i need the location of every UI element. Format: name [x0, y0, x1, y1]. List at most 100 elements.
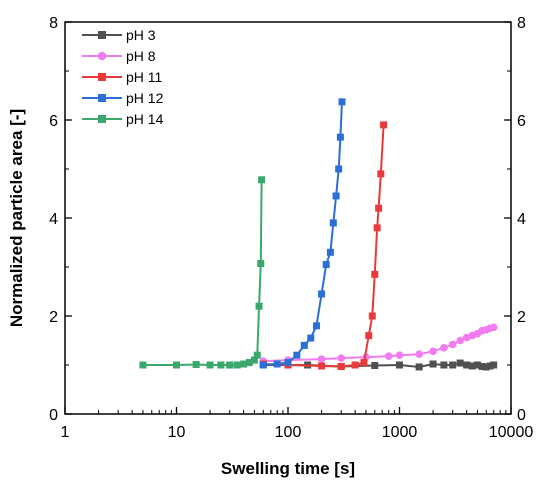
- legend-label-ph-8: pH 8: [126, 48, 156, 64]
- data-point-ph-11: [377, 170, 385, 178]
- data-point-ph-12: [335, 165, 343, 173]
- data-point-ph-8: [395, 351, 404, 360]
- legend-label-ph-3: pH 3: [126, 27, 156, 43]
- series-line-ph-14: [142, 179, 263, 366]
- data-point-ph-11: [380, 121, 388, 129]
- legend-marker-ph-8: [97, 51, 107, 61]
- legend-label-ph-14: pH 14: [126, 111, 164, 127]
- y-right-tick-label: 8: [517, 15, 526, 32]
- data-point-ph-12: [273, 360, 281, 368]
- data-point-ph-11: [375, 204, 383, 212]
- data-point-ph-12: [336, 133, 344, 141]
- data-point-ph-14: [250, 356, 258, 364]
- data-point-ph-12: [329, 219, 337, 227]
- data-point-ph-3: [456, 359, 464, 367]
- data-point-ph-12: [322, 261, 330, 269]
- data-point-ph-3: [440, 361, 448, 369]
- y-left-tick-label: 0: [49, 407, 58, 424]
- data-point-ph-8: [462, 333, 471, 342]
- y-right-tick-label: 2: [517, 309, 526, 326]
- legend-label-ph-12: pH 12: [126, 90, 164, 106]
- legend-marker-ph-14: [98, 115, 106, 123]
- x-tick-label: 1: [61, 424, 70, 441]
- data-point-ph-14: [226, 361, 234, 369]
- y-right-tick-label: 6: [517, 113, 526, 130]
- data-point-ph-14: [245, 359, 253, 367]
- data-point-ph-12: [312, 322, 320, 330]
- data-point-ph-14: [240, 360, 248, 368]
- data-point-ph-12: [326, 248, 334, 256]
- legend-item-ph-3: pH 3: [82, 27, 156, 43]
- data-point-ph-3: [478, 362, 486, 370]
- legend: pH 3 pH 8 pH 11 pH 12 pH 14: [82, 27, 164, 127]
- x-tick-label: 10000: [489, 424, 534, 441]
- data-point-ph-3: [371, 361, 379, 369]
- data-point-ph-14: [255, 302, 263, 310]
- x-tick-label: 1000: [382, 424, 418, 441]
- series-line-ph-12: [263, 101, 343, 366]
- data-point-ph-14: [139, 361, 147, 369]
- data-point-ph-12: [293, 351, 301, 359]
- data-point-ph-14: [173, 361, 180, 369]
- y-left-tick-label: 4: [49, 211, 58, 228]
- data-point-ph-11: [351, 361, 359, 369]
- x-tick-label: 10: [168, 424, 186, 441]
- x-axis-title: Swelling time [s]: [221, 459, 355, 478]
- legend-marker-ph-11: [98, 73, 106, 81]
- data-point-ph-8: [440, 344, 448, 352]
- data-point-ph-8: [429, 347, 437, 356]
- y-left-tick-label: 8: [49, 15, 58, 32]
- legend-item-ph-12: pH 12: [82, 90, 164, 106]
- series-ph-8: [259, 323, 498, 365]
- data-point-ph-14: [217, 361, 225, 369]
- data-point-ph-12: [284, 359, 292, 367]
- series-ph-11: [259, 121, 388, 370]
- data-point-ph-12: [338, 98, 346, 106]
- data-point-ph-11: [368, 312, 376, 320]
- data-point-ph-3: [429, 360, 437, 368]
- data-point-ph-11: [371, 270, 379, 278]
- data-point-ph-3: [486, 362, 494, 370]
- series-line-ph-11: [263, 124, 385, 368]
- data-point-ph-8: [317, 355, 326, 363]
- data-point-ph-3: [490, 361, 498, 369]
- y-right-tick-label: 4: [517, 211, 526, 228]
- data-point-ph-11: [318, 362, 326, 370]
- data-point-ph-12: [300, 341, 308, 349]
- data-point-ph-14: [206, 361, 214, 369]
- y-right-tick-label: 0: [517, 407, 526, 424]
- data-point-ph-3: [396, 361, 403, 369]
- data-point-ph-3: [482, 363, 490, 371]
- series-ph-12: [259, 98, 346, 369]
- series-layer: [139, 98, 498, 371]
- data-point-ph-12: [307, 334, 315, 342]
- data-point-ph-14: [192, 361, 200, 369]
- y-left-tick-label: 2: [49, 309, 58, 326]
- data-point-ph-3: [473, 361, 481, 369]
- data-point-ph-3: [415, 363, 423, 371]
- data-point-ph-11: [360, 359, 368, 367]
- data-point-ph-3: [463, 361, 471, 369]
- legend-marker-ph-3: [98, 31, 106, 39]
- legend-item-ph-14: pH 14: [82, 111, 164, 127]
- data-point-ph-8: [448, 340, 457, 349]
- data-point-ph-8: [384, 352, 393, 360]
- data-point-ph-8: [415, 350, 423, 359]
- data-point-ph-12: [332, 192, 340, 200]
- data-point-ph-8: [456, 336, 464, 345]
- legend-label-ph-11: pH 11: [126, 69, 163, 85]
- data-point-ph-11: [373, 224, 381, 232]
- data-point-ph-12: [259, 361, 267, 369]
- x-tick-label: 100: [275, 424, 302, 441]
- legend-item-ph-11: pH 11: [82, 69, 163, 85]
- legend-marker-ph-12: [98, 94, 106, 102]
- data-point-ph-11: [337, 362, 345, 370]
- data-point-ph-14: [257, 260, 265, 268]
- data-point-ph-14: [253, 351, 261, 359]
- data-point-ph-8: [489, 323, 498, 332]
- data-point-ph-14: [258, 176, 266, 184]
- data-point-ph-3: [449, 361, 457, 369]
- data-point-ph-11: [365, 332, 373, 340]
